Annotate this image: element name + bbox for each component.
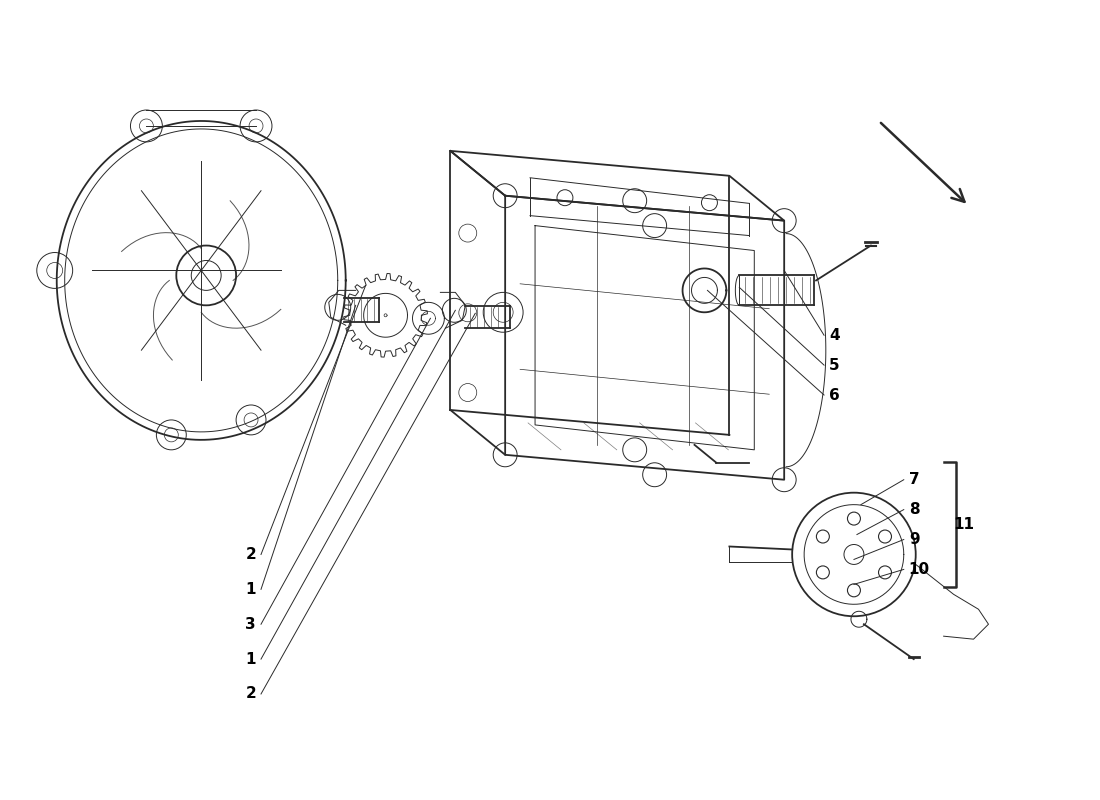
Text: 2: 2: [245, 547, 256, 562]
Text: 4: 4: [829, 328, 839, 342]
Text: 3: 3: [245, 617, 256, 632]
Text: 5: 5: [829, 358, 839, 373]
Text: 1: 1: [245, 651, 256, 666]
Text: 11: 11: [954, 517, 975, 532]
Text: 10: 10: [909, 562, 929, 577]
Text: 9: 9: [909, 532, 920, 547]
Text: 6: 6: [829, 387, 839, 402]
Text: 2: 2: [245, 686, 256, 702]
Text: 1: 1: [245, 582, 256, 597]
Text: 8: 8: [909, 502, 920, 517]
Text: 7: 7: [909, 472, 920, 487]
